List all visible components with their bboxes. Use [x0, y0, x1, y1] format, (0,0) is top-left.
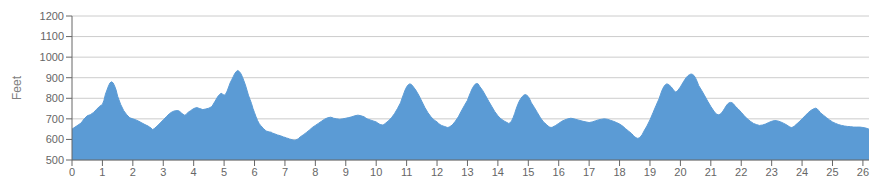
- svg-text:10: 10: [370, 166, 382, 178]
- svg-text:1000: 1000: [40, 51, 64, 63]
- svg-text:23: 23: [766, 166, 778, 178]
- svg-text:25: 25: [826, 166, 838, 178]
- svg-text:6: 6: [251, 166, 257, 178]
- svg-text:14: 14: [492, 166, 504, 178]
- svg-text:4: 4: [191, 166, 197, 178]
- svg-text:1: 1: [99, 166, 105, 178]
- svg-text:600: 600: [46, 133, 64, 145]
- svg-text:26: 26: [857, 166, 869, 178]
- svg-text:15: 15: [522, 166, 534, 178]
- svg-text:Feet: Feet: [10, 75, 24, 100]
- svg-text:500: 500: [46, 154, 64, 166]
- svg-text:7: 7: [282, 166, 288, 178]
- svg-text:0: 0: [69, 166, 75, 178]
- svg-text:18: 18: [613, 166, 625, 178]
- svg-text:900: 900: [46, 72, 64, 84]
- svg-text:1100: 1100: [40, 30, 64, 42]
- svg-text:24: 24: [796, 166, 808, 178]
- svg-text:3: 3: [160, 166, 166, 178]
- svg-text:2: 2: [130, 166, 136, 178]
- svg-text:12: 12: [431, 166, 443, 178]
- svg-text:16: 16: [553, 166, 565, 178]
- svg-text:22: 22: [735, 166, 747, 178]
- svg-text:1200: 1200: [40, 10, 64, 22]
- svg-text:5: 5: [221, 166, 227, 178]
- svg-text:8: 8: [312, 166, 318, 178]
- svg-text:13: 13: [461, 166, 473, 178]
- svg-text:17: 17: [583, 166, 595, 178]
- svg-text:11: 11: [401, 166, 412, 178]
- svg-text:20: 20: [674, 166, 686, 178]
- svg-text:19: 19: [644, 166, 656, 178]
- svg-text:9: 9: [343, 166, 349, 178]
- svg-text:700: 700: [46, 113, 64, 125]
- svg-text:21: 21: [705, 166, 717, 178]
- svg-text:800: 800: [46, 92, 64, 104]
